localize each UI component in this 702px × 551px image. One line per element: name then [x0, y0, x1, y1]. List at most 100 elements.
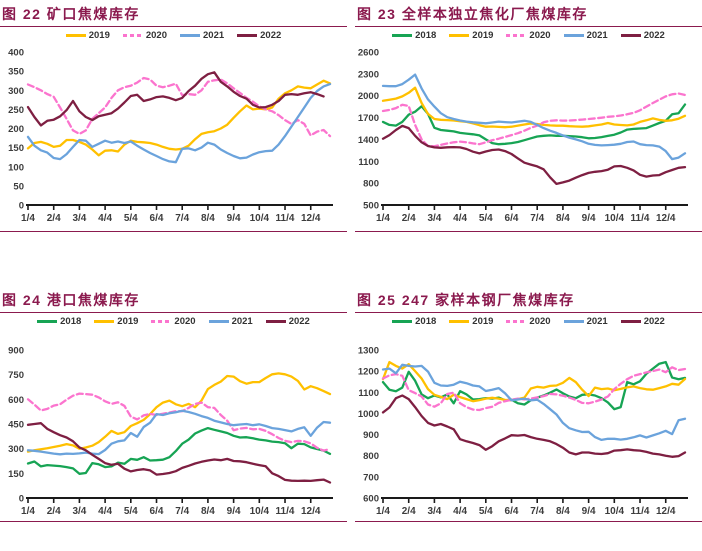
legend-swatch-2020 — [506, 320, 527, 323]
y-tick-label: 1400 — [358, 135, 379, 146]
y-tick-label: 2300 — [358, 69, 379, 80]
legend-label-2019: 2019 — [117, 316, 139, 327]
legend-swatch-2020 — [151, 320, 172, 323]
y-tick-label: 200 — [8, 124, 24, 135]
figure-25-title: 图 25 247 家样本钢厂焦煤库存 — [357, 292, 575, 308]
legend-swatch-2021 — [563, 34, 584, 37]
y-tick-label: 300 — [8, 86, 24, 97]
x-tick-label: 7/4 — [530, 506, 544, 517]
x-tick-label: 5/4 — [479, 213, 493, 224]
y-tick-label: 1300 — [358, 346, 379, 357]
x-tick-label: 1/4 — [21, 506, 35, 517]
legend-item-2021: 2021 — [563, 30, 608, 41]
figure-22-plot: 0 50 100 150 200 250 300 350 400 1/4 2/4 3/4 4/4 5/4 6… — [8, 48, 333, 224]
y-tick-label: 1700 — [358, 113, 379, 124]
x-tick-label: 11/4 — [276, 213, 295, 224]
figure-22-title-rule — [0, 26, 347, 27]
y-axis-labels: 0 50 100 150 200 250 300 350 400 — [8, 48, 24, 212]
x-tick-label: 3/4 — [72, 506, 86, 517]
x-tick-label: 6/4 — [505, 213, 519, 224]
figure-23-legend: 2018 2019 2020 2021 2022 — [355, 27, 702, 44]
x-axis: 1/4 2/4 3/4 4/4 5/4 6/4 7/4 8/4 9/4 10/4 11/4 12/4 — [376, 497, 688, 517]
figure-24-plot: 0 150 300 450 600 750 900 1/4 2/4 3/4 4/4 5/4 6/4 7/4… — [8, 346, 333, 517]
y-tick-label: 250 — [8, 105, 24, 116]
x-tick-label: 8/4 — [556, 506, 570, 517]
legend-label-2022: 2022 — [643, 316, 665, 327]
figure-25-panel: 图 25 247 家样本钢厂焦煤库存 2018 2019 2020 2021 2022 … — [355, 265, 702, 551]
y-tick-label: 50 — [13, 181, 24, 192]
x-tick-label: 12/4 — [656, 506, 676, 517]
legend-label-2020: 2020 — [174, 316, 196, 327]
x-tick-label: 8/4 — [556, 213, 570, 224]
legend-label-2020: 2020 — [529, 316, 551, 327]
legend-label-2021: 2021 — [231, 316, 253, 327]
legend-swatch-2019 — [65, 34, 86, 37]
legend-swatch-2018 — [392, 34, 413, 37]
x-tick-label: 11/4 — [631, 506, 650, 517]
y-tick-label: 400 — [8, 48, 24, 59]
x-tick-label: 8/4 — [201, 213, 215, 224]
y-tick-label: 2000 — [358, 91, 379, 102]
legend-label-2019: 2019 — [472, 316, 494, 327]
legend-item-2022: 2022 — [620, 30, 665, 41]
y-tick-label: 800 — [363, 451, 379, 462]
legend-label-2020: 2020 — [529, 30, 551, 41]
legend-swatch-2020 — [506, 34, 527, 37]
legend-swatch-2022 — [237, 34, 258, 37]
figure-24-panel: 图 24 港口焦煤库存 2018 2019 2020 2021 2022 0 150 300… — [0, 265, 347, 551]
series-line-2021 — [381, 73, 687, 161]
series-line-2022 — [381, 394, 687, 458]
x-tick-label: 6/4 — [150, 506, 164, 517]
x-tick-label: 3/4 — [72, 213, 86, 224]
series-line-2019 — [26, 372, 332, 453]
legend-item-2022: 2022 — [265, 316, 310, 327]
legend-label-2022: 2022 — [260, 30, 282, 41]
legend-label-2022: 2022 — [643, 30, 665, 41]
y-tick-label: 600 — [363, 494, 379, 505]
x-axis: 1/4 2/4 3/4 4/4 5/4 6/4 7/4 8/4 9/4 10/4 11/4 12/4 — [376, 204, 688, 224]
y-tick-label: 600 — [8, 395, 24, 406]
x-tick-label: 9/4 — [227, 506, 241, 517]
x-tick-label: 7/4 — [175, 213, 189, 224]
x-tick-label: 7/4 — [530, 213, 544, 224]
legend-label-2020: 2020 — [145, 30, 167, 41]
x-tick-label: 10/4 — [250, 213, 270, 224]
y-tick-label: 0 — [19, 494, 24, 505]
y-tick-label: 900 — [8, 346, 24, 357]
legend-swatch-2018 — [392, 320, 413, 323]
x-tick-label: 12/4 — [301, 506, 321, 517]
y-tick-label: 800 — [363, 179, 379, 190]
legend-item-2021: 2021 — [563, 316, 608, 327]
x-tick-label: 9/4 — [582, 506, 596, 517]
x-tick-label: 1/4 — [376, 213, 390, 224]
legend-item-2020: 2020 — [506, 30, 551, 41]
x-tick-label: 1/4 — [21, 213, 35, 224]
legend-swatch-2021 — [208, 320, 229, 323]
x-tick-label: 4/4 — [453, 213, 467, 224]
y-tick-label: 900 — [363, 430, 379, 441]
x-tick-label: 2/4 — [402, 213, 416, 224]
y-tick-label: 150 — [8, 143, 24, 154]
legend-item-2021: 2021 — [208, 316, 253, 327]
series-line-2019 — [381, 360, 687, 403]
figure-24-title: 图 24 港口焦煤库存 — [2, 292, 140, 308]
legend-label-2021: 2021 — [203, 30, 225, 41]
legend-item-2022: 2022 — [237, 30, 281, 41]
legend-item-2020: 2020 — [151, 316, 196, 327]
legend-label-2018: 2018 — [415, 316, 437, 327]
series-lines — [381, 73, 687, 186]
legend-item-2020: 2020 — [506, 316, 551, 327]
y-tick-label: 2600 — [358, 48, 379, 59]
series-lines — [26, 71, 332, 164]
legend-item-2019: 2019 — [449, 30, 493, 41]
legend-item-2020: 2020 — [122, 30, 167, 41]
series-line-2021 — [26, 82, 332, 164]
x-tick-label: 10/4 — [605, 506, 625, 517]
series-lines — [381, 360, 687, 458]
x-tick-label: 8/4 — [201, 506, 215, 517]
figure-25-plot: 600 700 800 900 1000 1100 1200 1300 1/4 2/4 3/4 4/4… — [358, 346, 688, 517]
x-tick-label: 5/4 — [124, 213, 138, 224]
series-line-2020 — [381, 366, 687, 412]
x-tick-label: 4/4 — [98, 213, 112, 224]
